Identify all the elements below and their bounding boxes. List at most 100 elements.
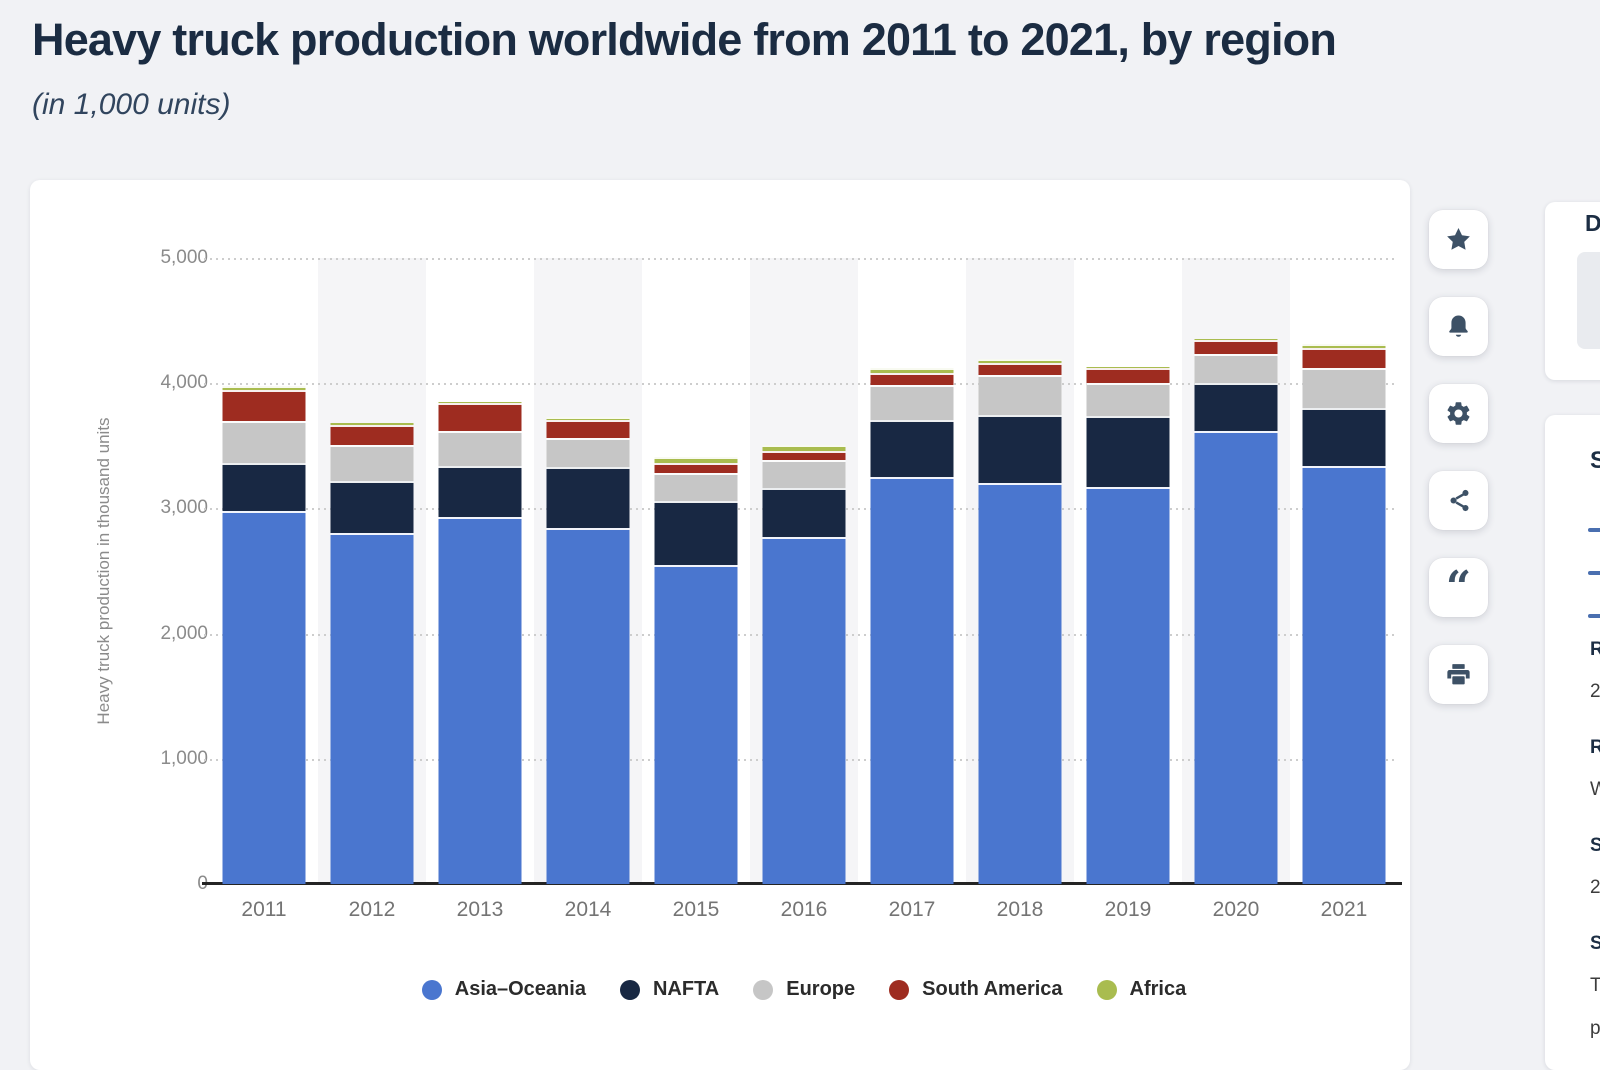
segment-europe-2015[interactable] [654, 472, 738, 501]
segment-africa-2012[interactable] [330, 422, 414, 426]
segment-asia-oceania-2017[interactable] [870, 477, 954, 884]
cite-button[interactable]: “ [1429, 558, 1488, 617]
settings-button[interactable] [1429, 384, 1488, 443]
segment-asia-oceania-2011[interactable] [222, 510, 306, 884]
segment-europe-2020[interactable] [1194, 353, 1278, 384]
segment-europe-2011[interactable] [222, 421, 306, 463]
source-link-fragment-2[interactable] [1588, 571, 1600, 575]
segment-nafta-2020[interactable] [1194, 383, 1278, 431]
segment-europe-2016[interactable] [762, 460, 846, 488]
detail-label-fragment-2: R [1590, 737, 1600, 758]
segment-south-america-2012[interactable] [330, 425, 414, 445]
bar-2012[interactable] [330, 422, 414, 884]
toolbar: “ [1429, 210, 1488, 704]
alert-button[interactable] [1429, 297, 1488, 356]
segment-nafta-2014[interactable] [546, 467, 630, 528]
legend-item-nafta: NAFTA [619, 978, 719, 1001]
segment-nafta-2017[interactable] [870, 419, 954, 478]
page-subtitle: (in 1,000 units) [32, 88, 231, 121]
legend-label-europe: Europe [786, 978, 856, 1000]
quote-icon: “ [1445, 561, 1472, 613]
segment-africa-2018[interactable] [978, 358, 1062, 364]
bar-2011[interactable] [222, 386, 306, 884]
x-axis-label-2012: 2012 [348, 898, 396, 921]
bar-2019[interactable] [1086, 366, 1170, 884]
segment-south-america-2013[interactable] [438, 402, 522, 432]
segment-africa-2017[interactable] [870, 367, 954, 374]
bar-2021[interactable] [1302, 344, 1386, 884]
segment-south-america-2021[interactable] [1302, 348, 1386, 369]
segment-south-america-2019[interactable] [1086, 367, 1170, 384]
bar-2016[interactable] [762, 445, 846, 884]
segment-asia-oceania-2013[interactable] [438, 516, 522, 884]
segment-nafta-2015[interactable] [654, 500, 738, 565]
legend-marker-asia-oceania [421, 979, 442, 1000]
x-axis-label-2017: 2017 [888, 898, 936, 921]
segment-africa-2014[interactable] [546, 417, 630, 421]
detail-value-fragment-3-1: 2 [1590, 877, 1600, 898]
segment-europe-2013[interactable] [438, 431, 522, 467]
bar-2013[interactable] [438, 401, 522, 884]
segment-asia-oceania-2019[interactable] [1086, 487, 1170, 884]
bar-2018[interactable] [978, 358, 1062, 884]
share-button[interactable] [1429, 471, 1488, 530]
segment-asia-oceania-2018[interactable] [978, 483, 1062, 884]
legend-marker-nafta [619, 979, 640, 1000]
segment-asia-oceania-2012[interactable] [330, 533, 414, 884]
page-title: Heavy truck production worldwide from 20… [32, 14, 1337, 65]
download-option-button[interactable] [1577, 252, 1600, 349]
plot-column-2017 [858, 258, 966, 884]
segment-asia-oceania-2015[interactable] [654, 564, 738, 884]
segment-south-america-2020[interactable] [1194, 340, 1278, 354]
segment-africa-2021[interactable] [1302, 344, 1386, 349]
segment-europe-2014[interactable] [546, 437, 630, 468]
segment-europe-2018[interactable] [978, 375, 1062, 415]
bar-2020[interactable] [1194, 339, 1278, 884]
bar-2017[interactable] [870, 367, 954, 884]
segment-europe-2012[interactable] [330, 444, 414, 481]
source-link-fragment-1[interactable] [1588, 528, 1600, 532]
bar-2014[interactable] [546, 417, 630, 884]
segment-europe-2021[interactable] [1302, 368, 1386, 408]
segment-asia-oceania-2016[interactable] [762, 537, 846, 884]
segment-europe-2017[interactable] [870, 385, 954, 420]
segment-south-america-2014[interactable] [546, 420, 630, 438]
segment-africa-2011[interactable] [222, 386, 306, 390]
segment-nafta-2012[interactable] [330, 480, 414, 534]
segment-africa-2016[interactable] [762, 445, 846, 451]
print-button[interactable] [1429, 645, 1488, 704]
segment-nafta-2016[interactable] [762, 487, 846, 538]
gridline-5000 [204, 258, 1398, 260]
segment-nafta-2018[interactable] [978, 414, 1062, 484]
favorite-button[interactable] [1429, 210, 1488, 269]
segment-nafta-2011[interactable] [222, 462, 306, 511]
sources-heading-fragment: S [1590, 447, 1600, 474]
segment-south-america-2016[interactable] [762, 450, 846, 461]
bar-2015[interactable] [654, 457, 738, 884]
segment-south-america-2011[interactable] [222, 389, 306, 422]
segment-asia-oceania-2021[interactable] [1302, 465, 1386, 884]
segment-africa-2015[interactable] [654, 457, 738, 463]
segment-africa-2020[interactable] [1194, 339, 1278, 341]
legend-item-europe: Europe [753, 978, 855, 1001]
segment-south-america-2018[interactable] [978, 363, 1062, 376]
segment-nafta-2019[interactable] [1086, 416, 1170, 488]
plot-column-2013 [426, 258, 534, 884]
segment-asia-oceania-2020[interactable] [1194, 430, 1278, 884]
segment-africa-2019[interactable] [1086, 366, 1170, 368]
source-link-fragment-3[interactable] [1588, 614, 1600, 618]
x-axis-label-2016: 2016 [780, 898, 828, 921]
segment-south-america-2017[interactable] [870, 373, 954, 386]
x-axis-label-2011: 2011 [241, 898, 287, 921]
segment-asia-oceania-2014[interactable] [546, 527, 630, 884]
plot-area [204, 258, 1398, 884]
segment-nafta-2013[interactable] [438, 466, 522, 517]
segment-south-america-2015[interactable] [654, 462, 738, 473]
detail-label-fragment-1: R [1590, 639, 1600, 660]
segment-nafta-2021[interactable] [1302, 407, 1386, 466]
segment-europe-2019[interactable] [1086, 383, 1170, 417]
segment-africa-2013[interactable] [438, 401, 522, 403]
legend-item-asia-oceania: Asia–Oceania [421, 978, 586, 1001]
y-axis-title: Heavy truck production in thousand units [94, 417, 113, 725]
